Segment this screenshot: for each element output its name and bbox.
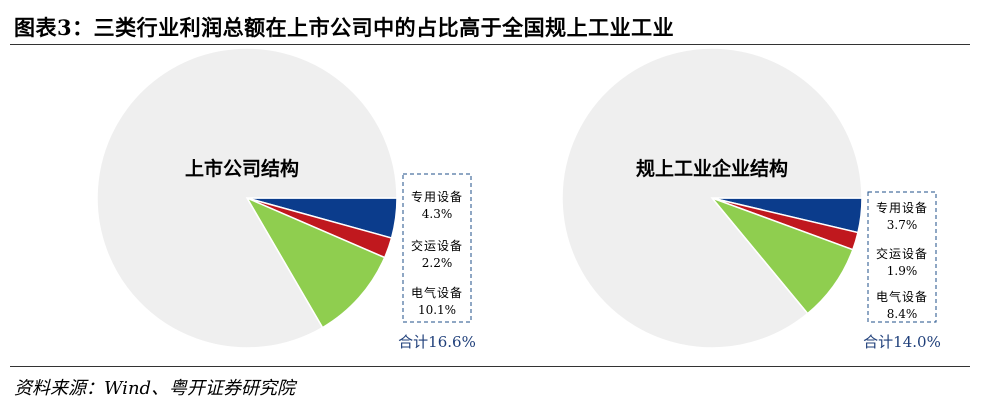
top-rule <box>10 44 970 45</box>
legend-value-special-industrial: 3.7% <box>887 218 918 232</box>
legend-value-transport-listed: 2.2% <box>422 256 453 270</box>
legend-name-special-industrial: 专用设备 <box>876 200 928 215</box>
legend-name-electric-listed: 电气设备 <box>411 285 463 300</box>
figure-title: 图表3：三类行业利润总额在上市公司中的占比高于全国规上工业工业 <box>14 15 675 40</box>
pie-slices-industrial <box>561 47 863 349</box>
pie-chart-listed: 上市公司结构 专用设备 4.3% 交运设备 2.2% 电气设备 10.1% 合计… <box>96 47 476 351</box>
legend-name-transport-listed: 交运设备 <box>411 238 463 253</box>
legend-value-special-listed: 4.3% <box>422 207 453 221</box>
legend-name-electric-industrial: 电气设备 <box>876 289 928 304</box>
legend-box-industrial <box>867 191 937 323</box>
legend-value-industrial: 1.9% <box>887 264 918 278</box>
legend-name-transport-industrial: 交运设备 <box>876 246 928 261</box>
legend-value-electric-listed: 10.1% <box>418 303 456 317</box>
pie-slice-other-listed <box>96 47 398 349</box>
pie-title-listed: 上市公司结构 <box>185 157 299 180</box>
source-note: 资料来源：Wind、粤开证券研究院 <box>14 378 296 399</box>
legend-name-special-listed: 专用设备 <box>411 189 463 204</box>
legend-box-listed <box>402 173 472 323</box>
pie-slice-electrical-equipment-listed <box>245 196 386 329</box>
pie-title-industrial: 规上工业企业结构 <box>636 157 788 180</box>
pie-slices-listed <box>96 47 398 349</box>
bottom-rule <box>10 366 970 367</box>
pie-slice-other-industrial <box>561 47 863 349</box>
total-label-listed: 合计16.6% <box>398 333 476 351</box>
legend-value-electric-industrial: 8.4% <box>887 307 918 321</box>
pie-chart-industrial: 规上工业企业结构 专用设备 3.7% 交运设备 1.9% 电气设备 8.4% 合… <box>561 47 941 351</box>
total-label-industrial: 合计14.0% <box>863 333 941 351</box>
